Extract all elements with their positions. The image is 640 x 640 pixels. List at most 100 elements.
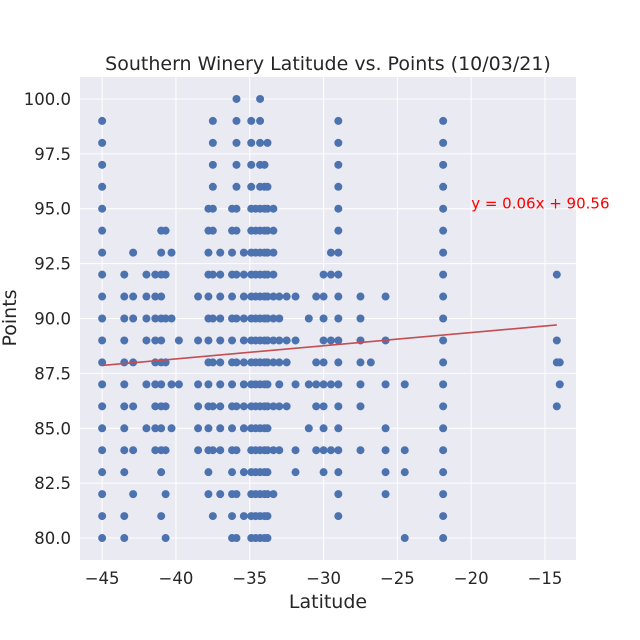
data-point (312, 292, 321, 301)
data-point (263, 270, 272, 279)
data-point (120, 446, 129, 455)
data-point (282, 402, 291, 411)
data-point (334, 358, 343, 367)
data-point (216, 446, 225, 455)
data-point (555, 358, 564, 367)
data-point (552, 336, 561, 345)
data-point (439, 468, 448, 477)
data-point (400, 468, 409, 477)
data-point (319, 270, 328, 279)
data-point (129, 292, 138, 301)
data-point (120, 468, 129, 477)
data-point (269, 358, 278, 367)
data-point (151, 292, 160, 301)
data-point (228, 336, 237, 345)
data-point (157, 380, 166, 389)
data-point (239, 402, 248, 411)
data-point (439, 490, 448, 499)
data-point (120, 380, 129, 389)
data-point (275, 402, 284, 411)
data-point (216, 380, 225, 389)
y-axis-label: Points (0, 289, 21, 346)
data-point (208, 270, 217, 279)
data-point (334, 512, 343, 521)
data-point (120, 292, 129, 301)
data-point (120, 358, 129, 367)
data-point (334, 446, 343, 455)
data-point (208, 160, 217, 169)
data-point (232, 446, 241, 455)
data-point (232, 358, 241, 367)
data-point (98, 182, 107, 191)
data-point (275, 358, 284, 367)
data-point (120, 314, 129, 323)
data-point (232, 314, 241, 323)
data-point (120, 336, 129, 345)
regression-equation: y = 0.06x + 90.56 (471, 195, 609, 213)
data-point (239, 424, 248, 433)
data-point (194, 446, 203, 455)
data-point (232, 116, 241, 125)
data-point (239, 248, 248, 257)
data-point (194, 336, 203, 345)
data-point (439, 138, 448, 147)
data-point (312, 446, 321, 455)
data-point (232, 490, 241, 499)
data-point (228, 512, 237, 521)
data-point (334, 424, 343, 433)
data-point (161, 226, 170, 235)
data-point (439, 116, 448, 125)
data-point (142, 424, 151, 433)
x-tick-label: −35 (232, 569, 267, 588)
data-point (239, 336, 248, 345)
data-point (319, 380, 328, 389)
data-point (381, 292, 390, 301)
data-point (161, 270, 170, 279)
data-point (269, 490, 278, 499)
data-point (282, 358, 291, 367)
data-point (232, 182, 241, 191)
data-point (142, 336, 151, 345)
data-point (204, 490, 213, 499)
data-point (98, 402, 107, 411)
data-point (319, 336, 328, 345)
data-point (319, 402, 328, 411)
x-tick-label: −30 (306, 569, 341, 588)
data-point (326, 270, 335, 279)
data-point (161, 446, 170, 455)
data-point (381, 446, 390, 455)
data-point (334, 336, 343, 345)
data-point (208, 358, 217, 367)
data-point (232, 534, 241, 543)
data-point (239, 468, 248, 477)
data-point (120, 534, 129, 543)
data-point (334, 138, 343, 147)
data-point (208, 446, 217, 455)
data-point (174, 380, 183, 389)
data-point (129, 314, 138, 323)
data-point (247, 160, 256, 169)
data-point (356, 446, 365, 455)
data-point (366, 358, 375, 367)
data-point (98, 138, 107, 147)
data-point (232, 138, 241, 147)
x-tick-label: −40 (159, 569, 194, 588)
data-point (263, 292, 272, 301)
data-point (269, 226, 278, 235)
data-point (326, 248, 335, 257)
data-point (334, 468, 343, 477)
data-point (167, 314, 176, 323)
data-point (98, 204, 107, 213)
data-point (326, 336, 335, 345)
data-point (275, 446, 284, 455)
data-point (204, 380, 213, 389)
data-point (256, 94, 265, 103)
data-point (216, 270, 225, 279)
data-point (334, 270, 343, 279)
data-point (98, 534, 107, 543)
data-point (161, 490, 170, 499)
data-point (269, 292, 278, 301)
data-point (275, 314, 284, 323)
data-point (256, 138, 265, 147)
data-point (263, 336, 272, 345)
